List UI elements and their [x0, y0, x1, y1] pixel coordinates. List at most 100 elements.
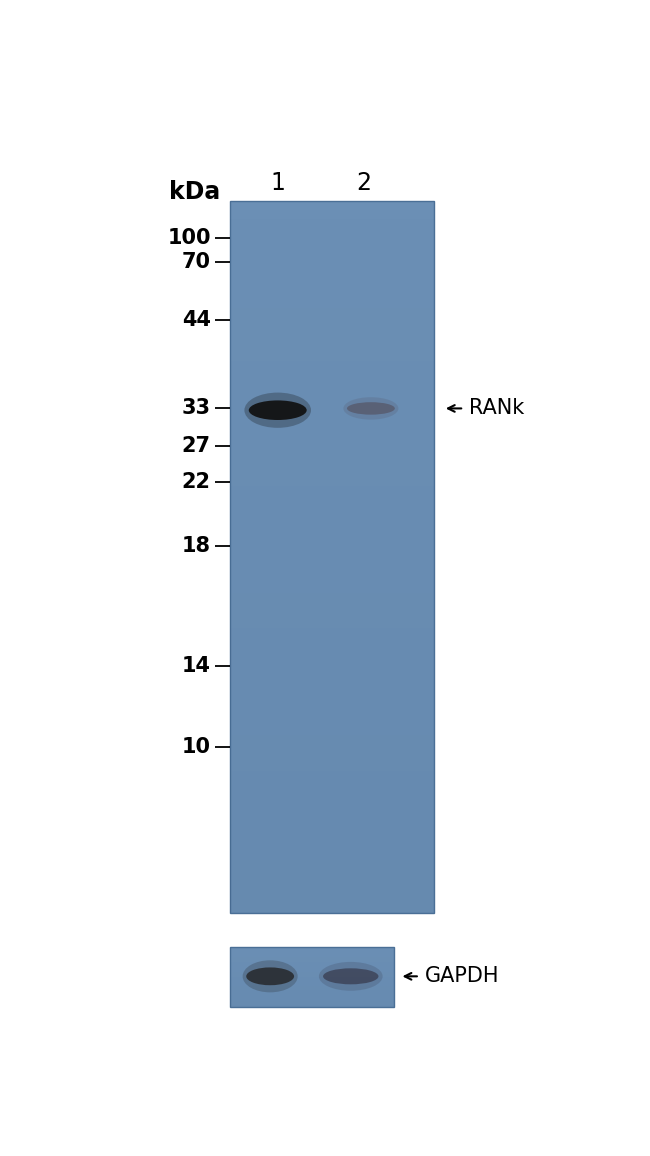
- Bar: [230, 993, 393, 994]
- Bar: [230, 955, 393, 956]
- Bar: [230, 575, 434, 593]
- Bar: [230, 771, 434, 788]
- Bar: [230, 977, 393, 978]
- Bar: [230, 947, 393, 1007]
- Bar: [230, 450, 434, 468]
- Bar: [230, 201, 434, 218]
- Bar: [230, 753, 434, 771]
- Bar: [230, 877, 434, 895]
- Bar: [230, 432, 434, 451]
- Bar: [230, 307, 434, 326]
- Bar: [230, 953, 393, 955]
- Bar: [230, 978, 393, 980]
- Bar: [230, 981, 393, 983]
- Bar: [230, 218, 434, 237]
- Bar: [230, 237, 434, 254]
- Bar: [230, 1001, 393, 1002]
- Bar: [230, 983, 393, 984]
- Text: RANk: RANk: [469, 399, 525, 418]
- Bar: [230, 290, 434, 307]
- Bar: [230, 951, 393, 953]
- Ellipse shape: [319, 962, 383, 991]
- Bar: [230, 860, 434, 877]
- Bar: [230, 557, 434, 575]
- Bar: [230, 628, 434, 646]
- Bar: [230, 984, 393, 986]
- Bar: [230, 468, 434, 486]
- Bar: [230, 361, 434, 379]
- Bar: [230, 957, 393, 958]
- Text: 14: 14: [182, 655, 211, 675]
- Bar: [230, 539, 434, 557]
- Bar: [230, 842, 434, 860]
- Bar: [230, 326, 434, 343]
- Bar: [230, 895, 434, 913]
- Text: 22: 22: [182, 473, 211, 492]
- Ellipse shape: [246, 968, 294, 985]
- Bar: [230, 682, 434, 699]
- Bar: [230, 646, 434, 664]
- Text: GAPDH: GAPDH: [425, 966, 499, 986]
- Text: 100: 100: [167, 229, 211, 249]
- Bar: [230, 1003, 393, 1005]
- Bar: [230, 504, 434, 521]
- Ellipse shape: [323, 969, 378, 985]
- Bar: [230, 201, 434, 913]
- Bar: [230, 973, 393, 976]
- Bar: [230, 976, 393, 977]
- Bar: [230, 992, 393, 993]
- Bar: [230, 486, 434, 504]
- Bar: [230, 824, 434, 842]
- Bar: [230, 965, 393, 966]
- Bar: [230, 961, 393, 962]
- Bar: [230, 962, 393, 963]
- Bar: [230, 272, 434, 290]
- Bar: [230, 788, 434, 807]
- Bar: [230, 996, 393, 998]
- Bar: [230, 970, 393, 971]
- Bar: [230, 415, 434, 432]
- Bar: [230, 664, 434, 682]
- Bar: [230, 1002, 393, 1003]
- Bar: [230, 521, 434, 539]
- Bar: [230, 986, 393, 987]
- Bar: [230, 397, 434, 415]
- Bar: [230, 610, 434, 628]
- Bar: [230, 963, 393, 965]
- Bar: [230, 987, 393, 988]
- Bar: [230, 343, 434, 361]
- Bar: [230, 980, 393, 981]
- Text: kDa: kDa: [170, 180, 220, 205]
- Text: 2: 2: [356, 171, 371, 195]
- Bar: [230, 958, 393, 961]
- Bar: [230, 699, 434, 717]
- Text: 33: 33: [182, 399, 211, 418]
- Bar: [230, 947, 393, 948]
- Bar: [230, 966, 393, 968]
- Bar: [230, 991, 393, 992]
- Text: 1: 1: [270, 171, 285, 195]
- Bar: [230, 999, 393, 1001]
- Bar: [230, 988, 393, 991]
- Text: 18: 18: [182, 535, 211, 556]
- Bar: [230, 971, 393, 972]
- Bar: [230, 998, 393, 999]
- Ellipse shape: [249, 400, 307, 420]
- Bar: [230, 1005, 393, 1007]
- Ellipse shape: [242, 961, 298, 992]
- Bar: [230, 972, 393, 973]
- Bar: [230, 948, 393, 950]
- Bar: [230, 379, 434, 397]
- Bar: [230, 735, 434, 753]
- Bar: [230, 807, 434, 824]
- Ellipse shape: [343, 398, 398, 420]
- Text: 10: 10: [182, 736, 211, 757]
- Bar: [230, 956, 393, 957]
- Bar: [230, 968, 393, 970]
- Bar: [230, 593, 434, 610]
- Text: 27: 27: [182, 436, 211, 455]
- Bar: [230, 994, 393, 996]
- Ellipse shape: [347, 402, 395, 415]
- Bar: [230, 254, 434, 272]
- Bar: [230, 950, 393, 951]
